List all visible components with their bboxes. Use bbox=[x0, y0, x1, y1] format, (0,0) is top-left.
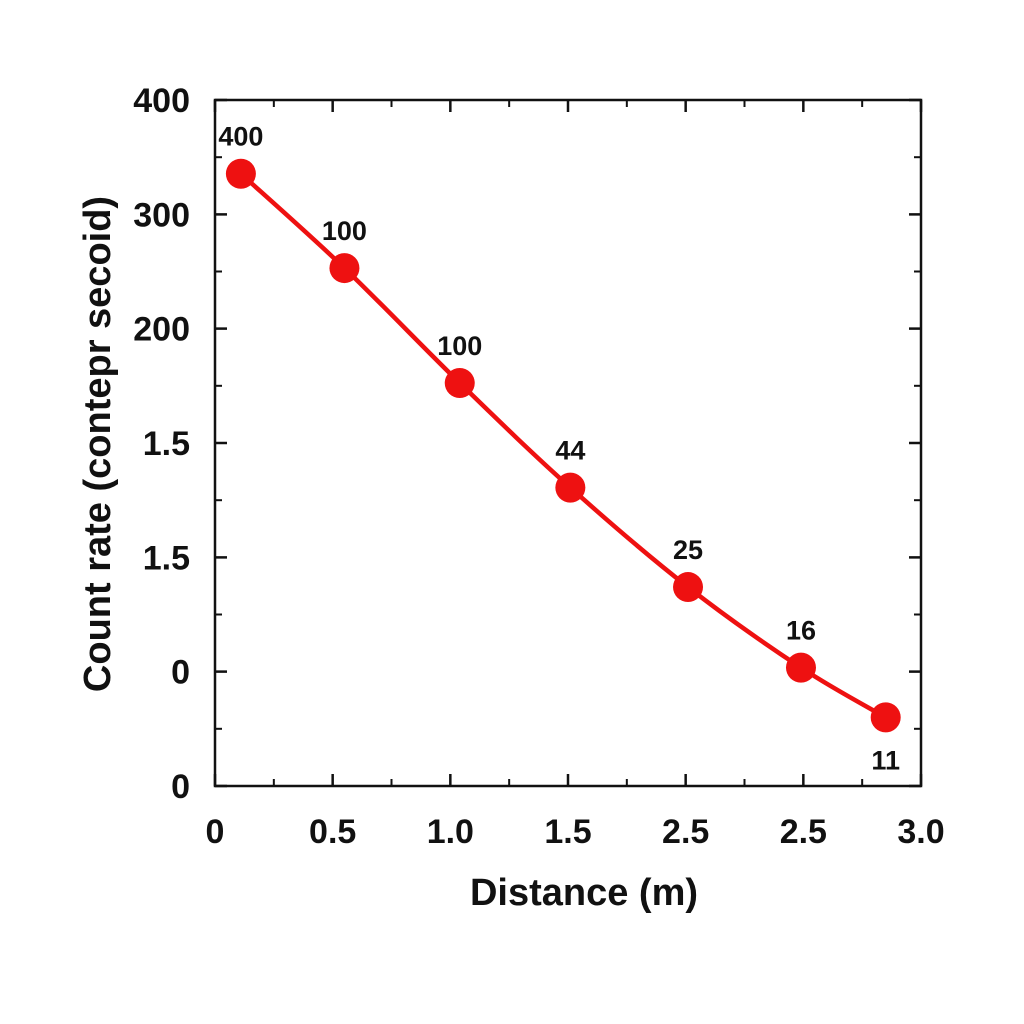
x-tick-label: 2.5 bbox=[662, 813, 709, 851]
data-point-marker bbox=[673, 572, 704, 603]
data-label: 44 bbox=[555, 436, 585, 466]
data-label: 100 bbox=[437, 331, 482, 361]
y-tick-label: 1.5 bbox=[143, 425, 190, 463]
x-tick-label: 2.5 bbox=[780, 813, 827, 851]
data-point-marker bbox=[329, 253, 360, 284]
y-axis-title: Count rate (contepr secoid) bbox=[77, 196, 119, 692]
data-point-marker bbox=[870, 702, 901, 733]
x-tick-label: 0.5 bbox=[309, 813, 356, 851]
data-label: 400 bbox=[218, 122, 263, 152]
data-point-marker bbox=[785, 652, 816, 683]
data-label: 11 bbox=[871, 745, 900, 775]
y-tick-label: 1.5 bbox=[143, 539, 190, 577]
x-axis-title: Distance (m) bbox=[470, 872, 698, 914]
y-tick-label: 0 bbox=[171, 768, 190, 806]
data-point-marker bbox=[555, 472, 586, 503]
y-tick-label: 400 bbox=[133, 82, 190, 120]
y-tick-label: 300 bbox=[133, 196, 190, 234]
data-series: 400 100 100 44 25 16 11 bbox=[218, 122, 901, 775]
data-label: 16 bbox=[786, 616, 816, 646]
data-point-marker bbox=[225, 158, 256, 189]
data-point-marker bbox=[444, 367, 475, 398]
x-tick-label: 3.0 bbox=[897, 813, 944, 851]
x-tick-label: 1.0 bbox=[427, 813, 474, 851]
x-tick-label: 1.5 bbox=[544, 813, 591, 851]
x-tick-label: 0 bbox=[206, 813, 225, 851]
y-tick-label: 0 bbox=[171, 654, 190, 692]
y-tick-label: 200 bbox=[133, 311, 190, 349]
data-label: 25 bbox=[673, 535, 703, 565]
data-label: 100 bbox=[322, 216, 367, 246]
